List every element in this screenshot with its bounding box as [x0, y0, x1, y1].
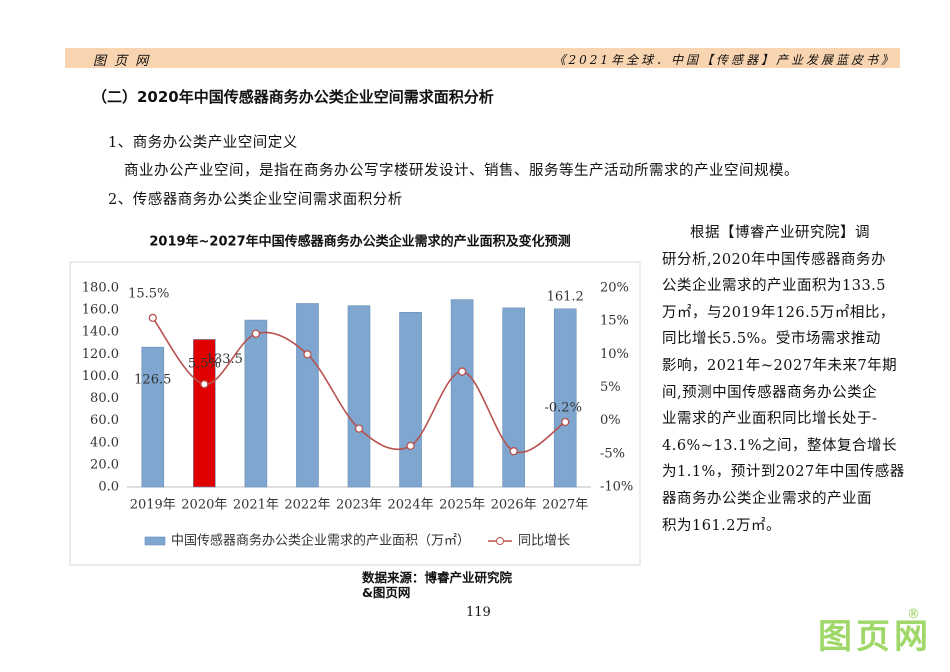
- x-tick-label: 2027年: [542, 498, 588, 513]
- x-tick-label: 2019年: [130, 498, 176, 513]
- line-marker: [303, 350, 312, 359]
- side-line: 业需求的产业面积同比增长处于-: [662, 411, 878, 428]
- y2-tick-label: 0%: [600, 413, 621, 428]
- side-line: 公类企业需求的产业面积为133.5: [662, 278, 887, 295]
- watermark: 图页网: [818, 617, 932, 657]
- y-tick-label: 60.0: [90, 413, 119, 428]
- header-right: 《2021年全球．中国【传感器】产业发展蓝皮书》: [553, 53, 896, 67]
- header-bar: 图 页 网 《2021年全球．中国【传感器】产业发展蓝皮书》: [65, 48, 900, 69]
- side-line: 研分析,2020年中国传感器商务办: [662, 251, 887, 268]
- line-marker: [561, 417, 570, 427]
- bar: [296, 303, 319, 488]
- side-line: 间,预测中国传感器商务办公类企: [662, 384, 878, 401]
- bar: [141, 346, 165, 488]
- y2-tick-label: 5%: [600, 380, 621, 395]
- legend-label: 同比增长: [518, 534, 570, 549]
- data-label: 126.5: [134, 373, 171, 388]
- line-marker: [406, 441, 415, 451]
- header-left: 图 页 网: [93, 54, 151, 69]
- data-label: 15.5%: [128, 286, 169, 301]
- x-tick-label: 2026年: [491, 498, 537, 513]
- side-line: 器商务办公类企业需求的产业面: [662, 491, 872, 507]
- watermark-mark: ®: [907, 607, 920, 622]
- page-number: 119: [466, 605, 491, 620]
- legend-label: 中国传感器商务办公类企业需求的产业面积（万㎡）: [171, 533, 470, 549]
- bar: [399, 312, 422, 488]
- y-tick-label: 160.0: [82, 303, 119, 318]
- data-label: 5.5%: [188, 357, 221, 372]
- x-tick-label: 2025年: [439, 498, 485, 513]
- bar: [553, 308, 577, 488]
- side-line: 同比增长5.5%。受市场需求推动: [662, 331, 881, 348]
- source: &图页网: [362, 585, 411, 600]
- line-marker: [354, 424, 364, 433]
- legend-swatch: [496, 537, 504, 545]
- y-tick-label: 80.0: [90, 391, 119, 406]
- y-tick-label: 180.0: [82, 281, 119, 296]
- x-tick-label: 2021年: [233, 498, 279, 513]
- paragraph: 2、传感器商务办公类企业空间需求面积分析: [108, 192, 403, 208]
- y-tick-label: 40.0: [90, 435, 119, 450]
- chart-frame: [69, 261, 641, 566]
- y-tick-label: 20.0: [90, 457, 119, 472]
- side-line: 为1.1%，预计到2027年中国传感器: [662, 464, 905, 481]
- line-marker: [251, 329, 261, 338]
- x-tick-label: 2022年: [284, 498, 330, 513]
- bar: [193, 339, 216, 488]
- legend-swatch: [144, 536, 166, 546]
- data-label: 161.2: [547, 289, 584, 304]
- x-tick-label: 2023年: [336, 498, 382, 513]
- y-tick-label: 100.0: [82, 369, 119, 384]
- section-heading: （二）2020年中国传感器商务办公类企业空间需求面积分析: [92, 88, 494, 106]
- side-line: 4.6%~13.1%之间，整体复合增长: [662, 437, 898, 454]
- bar: [244, 319, 268, 488]
- paragraph: 1、商务办公类产业空间定义: [108, 135, 298, 151]
- y2-tick-label: -10%: [600, 480, 633, 495]
- x-tick-label: 2024年: [388, 498, 434, 513]
- y2-tick-label: 20%: [600, 281, 629, 296]
- side-line: 积为161.2万㎡。: [662, 517, 782, 534]
- source: 数据来源：博睿产业研究院: [362, 570, 513, 585]
- line-marker: [457, 367, 467, 376]
- bar: [450, 299, 474, 488]
- side-line: 根据【博睿产业研究院】调: [690, 225, 870, 241]
- bar: [347, 305, 371, 488]
- x-tick-label: 2020年: [181, 498, 227, 513]
- side-line: 影响，2021年~2027年未来7年期: [662, 358, 898, 374]
- y-tick-label: 140.0: [82, 325, 119, 340]
- line-marker: [148, 313, 157, 323]
- paragraph: 商业办公产业空间，是指在商务办公写字楼研发设计、销售、服务等生产活动所需求的产业…: [124, 163, 799, 179]
- line-marker: [509, 447, 518, 456]
- y2-tick-label: 15%: [600, 314, 629, 329]
- chart-title: 2019年~2027年中国传感器商务办公类企业需求的产业面积及变化预测: [149, 234, 570, 250]
- side-line: 万㎡，与2019年126.5万㎡相比，: [662, 304, 895, 321]
- y-tick-label: 0.0: [98, 480, 119, 495]
- bar: [502, 307, 525, 488]
- y-tick-label: 120.0: [82, 347, 119, 362]
- data-label: -0.2%: [545, 400, 582, 415]
- y2-tick-label: 10%: [600, 347, 629, 362]
- y2-tick-label: -5%: [600, 446, 625, 461]
- line-marker: [200, 380, 209, 389]
